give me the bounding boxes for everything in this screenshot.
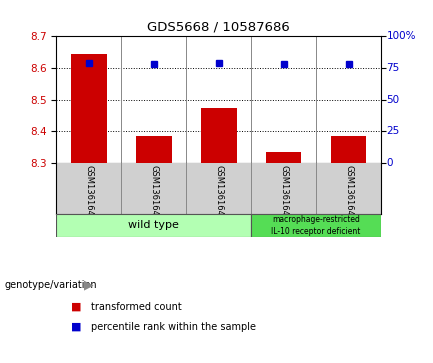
- Text: 50: 50: [387, 95, 400, 105]
- Text: GSM1361642: GSM1361642: [214, 166, 223, 221]
- Text: ■: ■: [71, 302, 82, 312]
- Text: GSM1361641: GSM1361641: [149, 166, 158, 221]
- Bar: [136, 136, 171, 163]
- Bar: [71, 54, 107, 163]
- Text: wild type: wild type: [128, 220, 179, 231]
- Text: GSM1361640: GSM1361640: [84, 166, 93, 221]
- Text: ▶: ▶: [84, 278, 94, 291]
- Text: 25: 25: [387, 126, 400, 136]
- Text: GSM1361644: GSM1361644: [344, 166, 353, 221]
- Text: GSM1361643: GSM1361643: [279, 166, 288, 222]
- Text: genotype/variation: genotype/variation: [4, 280, 97, 290]
- Text: macrophage-restricted
IL-10 receptor deficient: macrophage-restricted IL-10 receptor def…: [271, 216, 361, 236]
- Title: GDS5668 / 10587686: GDS5668 / 10587686: [147, 21, 290, 34]
- Text: transformed count: transformed count: [91, 302, 182, 312]
- Text: 75: 75: [387, 63, 400, 73]
- Bar: [251, 214, 381, 237]
- Bar: [266, 152, 301, 163]
- Bar: [331, 136, 366, 163]
- Text: 100%: 100%: [387, 31, 416, 41]
- Bar: [56, 214, 251, 237]
- Bar: [201, 107, 236, 163]
- Text: ■: ■: [71, 322, 82, 332]
- Text: 0: 0: [387, 158, 393, 168]
- Text: percentile rank within the sample: percentile rank within the sample: [91, 322, 256, 332]
